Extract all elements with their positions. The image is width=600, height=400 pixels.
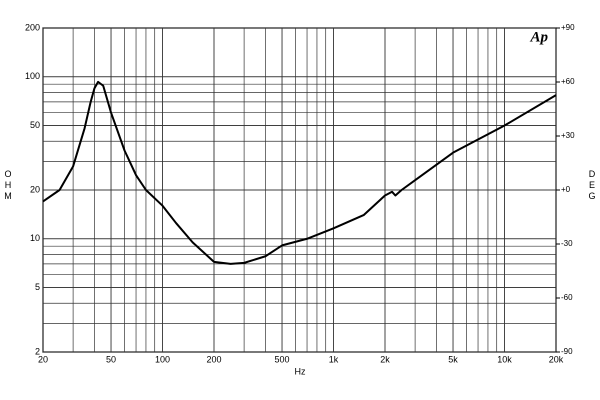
y2-tick-label: -60	[561, 293, 573, 302]
y-tick-label: 50	[30, 120, 40, 130]
impedance-curve	[42, 80, 557, 265]
logo: Ap	[529, 29, 548, 45]
y2-tick-label: +0	[561, 185, 571, 194]
y-tick-label: 5	[35, 282, 40, 292]
y-tick-label: 2	[35, 346, 40, 356]
y-tick-label: 10	[30, 233, 40, 243]
y2-tick-label: +90	[561, 23, 575, 32]
y-tick-label: 200	[25, 22, 40, 32]
x-tick-label: 10k	[497, 354, 512, 364]
x-tick-label: 500	[275, 354, 290, 364]
x-tick-label: 5k	[448, 354, 458, 364]
x-tick-label: 50	[106, 354, 116, 364]
y2-tick-label: -30	[561, 239, 573, 248]
y2-tick-label: +60	[561, 77, 575, 86]
x-tick-label: 20k	[549, 354, 564, 364]
y2-tick-label: +30	[561, 131, 575, 140]
x-tick-label: 200	[206, 354, 221, 364]
x-tick-label: 2k	[380, 354, 390, 364]
x-tick-label: 1k	[329, 354, 339, 364]
x-axis-label: Hz	[295, 366, 306, 376]
x-tick-label: 20	[38, 354, 48, 364]
y-tick-label: 100	[25, 71, 40, 81]
y2-tick-label: -90	[561, 347, 573, 356]
x-tick-label: 100	[155, 354, 170, 364]
y-tick-label: 20	[30, 184, 40, 194]
